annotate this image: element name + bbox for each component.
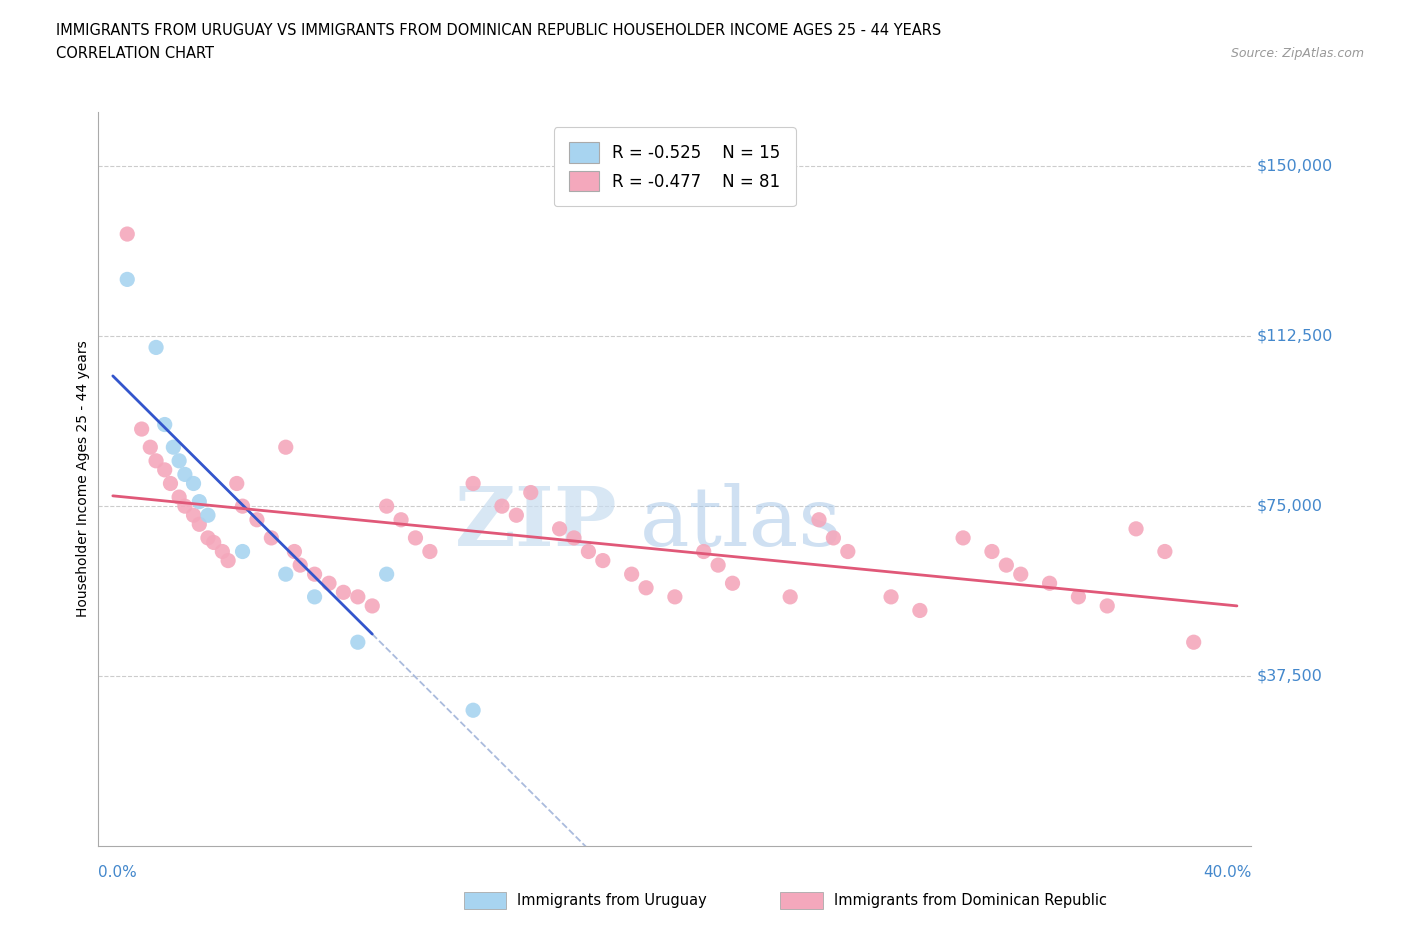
Text: Immigrants from Uruguay: Immigrants from Uruguay [517,893,707,908]
Point [188,517,211,532]
Point [664,590,686,604]
Point [707,558,730,573]
Point [1010,566,1032,581]
Point [578,544,600,559]
Point [145,340,167,355]
Text: $150,000: $150,000 [1257,158,1333,174]
Point [419,544,441,559]
Point [1125,522,1147,537]
Text: Immigrants from Dominican Republic: Immigrants from Dominican Republic [834,893,1107,908]
Point [274,440,297,455]
Text: Source: ZipAtlas.com: Source: ZipAtlas.com [1230,46,1364,60]
Point [283,544,305,559]
Point [548,522,571,537]
Point [375,566,398,581]
Point [167,453,190,468]
Point [908,603,931,618]
Point [246,512,269,527]
Point [995,558,1018,573]
Point [117,272,138,286]
Point [225,476,247,491]
Point [592,553,614,568]
Text: CORRELATION CHART: CORRELATION CHART [56,46,214,61]
Point [1182,635,1205,650]
Point [491,498,513,513]
Point [693,544,716,559]
Y-axis label: Householder Income Ages 25 - 44 years: Householder Income Ages 25 - 44 years [76,340,90,618]
Point [346,635,368,650]
Point [1038,576,1062,591]
Point [183,476,205,491]
Point [274,566,297,581]
Point [183,508,205,523]
Point [174,498,197,513]
Point [131,421,153,436]
Point [217,553,239,568]
Point [159,476,181,491]
Point [117,227,138,242]
Point [823,530,845,545]
Point [197,530,219,545]
Point [562,530,585,545]
Point [837,544,859,559]
Point [211,544,233,559]
Point [981,544,1004,559]
Point [1097,599,1119,614]
Text: ZIP: ZIP [454,483,617,563]
Point [721,576,744,591]
Text: 40.0%: 40.0% [1204,865,1251,880]
Point [880,590,903,604]
Point [162,440,184,455]
Point [1153,544,1175,559]
Point [405,530,427,545]
Point [153,462,176,477]
Text: 0.0%: 0.0% [98,865,138,880]
Point [318,576,340,591]
Point [197,508,219,523]
Point [332,585,354,600]
Point [461,476,484,491]
Point [505,508,527,523]
Point [202,535,225,550]
Point [375,498,398,513]
Point [361,599,384,614]
Point [520,485,543,500]
Point [952,530,974,545]
Point [620,566,643,581]
Text: $37,500: $37,500 [1257,669,1323,684]
Text: IMMIGRANTS FROM URUGUAY VS IMMIGRANTS FROM DOMINICAN REPUBLIC HOUSEHOLDER INCOME: IMMIGRANTS FROM URUGUAY VS IMMIGRANTS FR… [56,23,942,38]
Point [260,530,283,545]
Point [807,512,830,527]
Legend: R = -0.525    N = 15, R = -0.477    N = 81: R = -0.525 N = 15, R = -0.477 N = 81 [554,127,796,206]
Point [139,440,162,455]
Point [167,490,190,505]
Point [304,566,326,581]
Point [779,590,801,604]
Text: $112,500: $112,500 [1257,328,1333,343]
Point [153,417,176,432]
Point [461,703,484,718]
Point [231,544,254,559]
Text: $75,000: $75,000 [1257,498,1323,513]
Point [174,467,197,482]
Point [304,590,326,604]
Point [346,590,368,604]
Point [290,558,312,573]
Point [1067,590,1090,604]
Point [636,580,658,595]
Point [188,494,211,509]
Point [145,453,167,468]
Point [389,512,412,527]
Point [231,498,254,513]
Text: atlas: atlas [640,483,842,563]
